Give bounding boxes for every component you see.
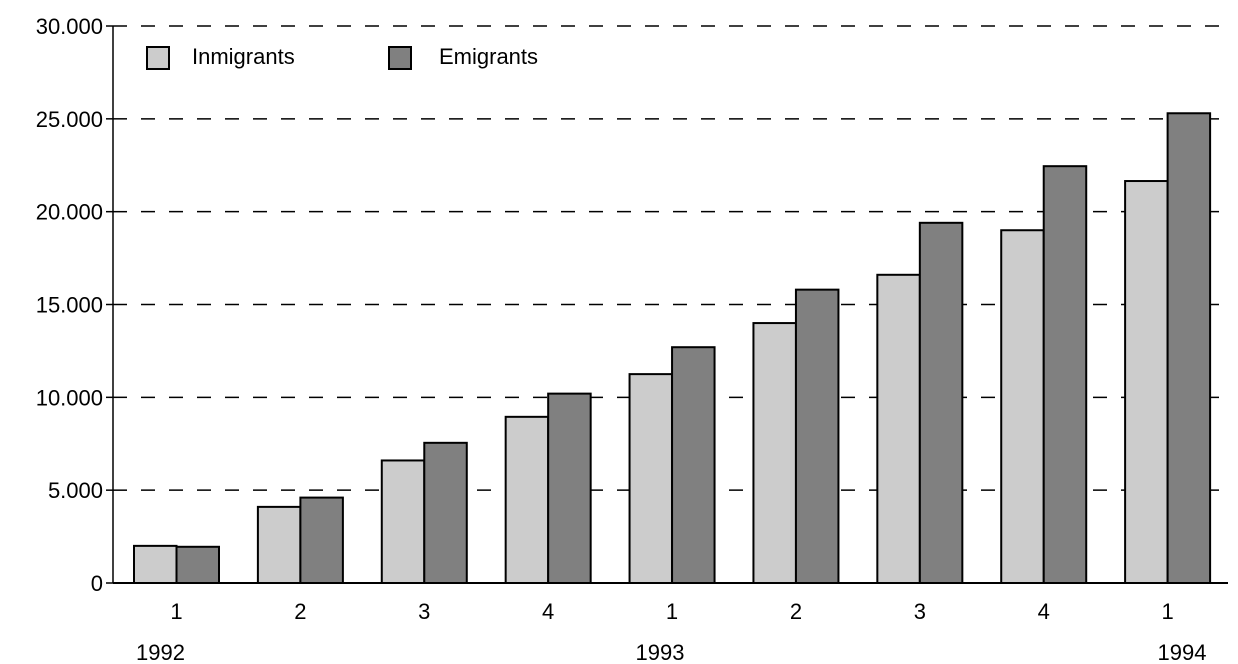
bar-inmigrants: [256, 505, 302, 585]
bar-emigrants: [1042, 165, 1088, 584]
bar-inmigrants: [133, 544, 178, 584]
legend: Inmigrants Emigrants: [146, 44, 538, 70]
y-axis: 0 5.000 10.000 15.000 20.000 25.000 30.000: [36, 14, 114, 596]
bar-inmigrants: [504, 415, 550, 584]
x-tick-label: 1: [170, 599, 182, 624]
x-tick-label: 3: [418, 599, 430, 624]
x-tick-label: 3: [914, 599, 926, 624]
y-tick-label: 15.000: [36, 293, 103, 318]
year-label: 1994: [1158, 640, 1207, 664]
legend-label-emigrants: Emigrants: [439, 44, 538, 69]
legend-swatch-emigrants: [388, 46, 412, 70]
bars: [133, 112, 1212, 585]
bar-inmigrants: [1000, 229, 1045, 584]
legend-swatch-inmigrants: [146, 46, 170, 70]
x-tick-label: 1: [1161, 599, 1173, 624]
x-tick-label: 2: [294, 599, 306, 624]
x-tick-label: 4: [542, 599, 554, 624]
bar-emigrants: [794, 288, 840, 584]
y-tick-label: 0: [91, 571, 103, 596]
bar-emigrants: [299, 496, 344, 584]
y-tick-label: 20.000: [36, 200, 103, 225]
y-tick-label: 30.000: [36, 14, 103, 39]
bar-inmigrants: [380, 459, 426, 584]
x-axis: 1 2 3 4 1 2 3 4 1 1992 1993 1994: [113, 582, 1228, 664]
y-tick-label: 25.000: [36, 107, 103, 132]
x-tick-label: 2: [790, 599, 802, 624]
legend-label-inmigrants: Inmigrants: [192, 44, 295, 69]
x-tick-label: 4: [1038, 599, 1050, 624]
bar-emigrants: [918, 221, 964, 584]
x-tick-label: 1: [666, 599, 678, 624]
y-tick-label: 5.000: [48, 478, 103, 503]
bar-inmigrants: [876, 273, 921, 584]
y-tick-label: 10.000: [36, 385, 103, 410]
year-label: 1992: [136, 640, 185, 664]
bar-emigrants: [671, 346, 716, 584]
bar-inmigrants: [1124, 180, 1169, 584]
bar-emigrants: [1166, 112, 1212, 584]
bar-inmigrants: [752, 322, 797, 584]
bar-emigrants: [547, 392, 592, 584]
bar-emigrants: [423, 441, 468, 584]
year-label: 1993: [636, 640, 685, 664]
bar-inmigrants: [628, 373, 674, 584]
bar-emigrants: [175, 545, 220, 584]
